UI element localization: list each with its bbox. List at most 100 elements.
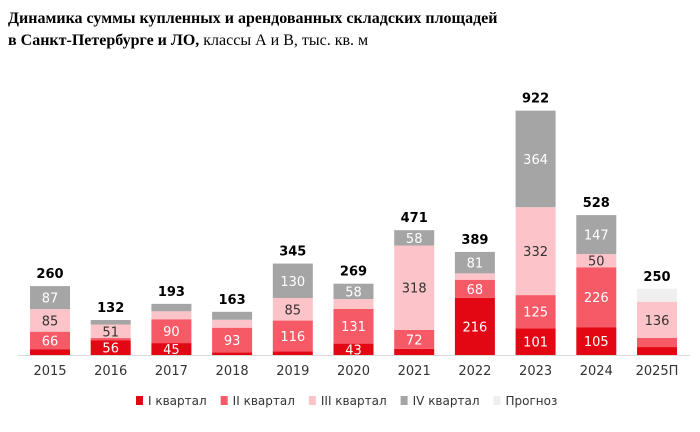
segment-label: 364 — [523, 153, 548, 168]
bar-segment — [454, 251, 495, 274]
legend-swatch — [400, 396, 408, 405]
segment-label: 105 — [584, 335, 609, 350]
legend-label: IV квартал — [413, 394, 480, 408]
x-tick-label: 2015 — [33, 364, 66, 379]
legend-swatch — [308, 396, 316, 405]
bar-segment — [454, 279, 495, 298]
legend-swatch — [493, 396, 501, 405]
x-tick-label: 2016 — [94, 364, 127, 379]
segment-label: 136 — [645, 314, 670, 329]
bar-segment — [515, 295, 556, 329]
total-label: 163 — [219, 293, 246, 308]
bar-segment — [333, 283, 374, 300]
total-label: 260 — [36, 267, 63, 282]
total-label: 471 — [401, 211, 428, 226]
bar-segment — [212, 327, 253, 353]
bar-segment — [90, 324, 131, 339]
segment-label: 87 — [42, 292, 59, 307]
chart-title: Динамика суммы купленных и арендованных … — [8, 8, 497, 52]
x-tick-label: 2018 — [216, 364, 249, 379]
segment-label: 50 — [588, 255, 605, 270]
title-line-1: Динамика суммы купленных и арендованных … — [8, 10, 498, 27]
segment-label: 51 — [102, 325, 119, 340]
total-label: 132 — [97, 301, 124, 316]
bar-segment — [90, 340, 131, 355]
legend-label: II квартал — [233, 394, 295, 408]
bar-segment — [212, 311, 253, 320]
segment-label: 131 — [341, 320, 366, 335]
x-tick-label: 2025П — [636, 364, 679, 379]
bar-segment — [515, 110, 556, 208]
bar-segment — [30, 286, 70, 310]
bar-segment — [394, 230, 435, 246]
segment-label: 72 — [406, 333, 423, 348]
segment-label: 101 — [523, 336, 548, 351]
bar-segment — [576, 267, 617, 328]
x-tick-label: 2019 — [276, 364, 309, 379]
total-label: 528 — [583, 196, 610, 211]
bar-segment — [272, 351, 313, 355]
legend-swatch — [220, 396, 228, 405]
x-tick-label: 2022 — [458, 364, 491, 379]
segment-label: 85 — [42, 314, 59, 329]
bar-segment — [30, 331, 70, 350]
x-tick-label: 2020 — [337, 364, 370, 379]
bar-segment — [151, 343, 192, 355]
title-line-2-rest: классы А и В, тыс. кв. м — [199, 32, 369, 49]
bar-segment — [637, 288, 677, 302]
bar-segment — [333, 299, 374, 309]
bar-segment — [576, 254, 617, 268]
x-tick-label: 2024 — [580, 364, 613, 379]
x-tick-label: 2017 — [155, 364, 188, 379]
legend-label: Прогноз — [506, 394, 558, 408]
bar-segment — [90, 320, 131, 325]
segment-label: 81 — [467, 257, 484, 272]
title-line-2-bold: в Санкт-Петербурге и ЛО, — [8, 32, 200, 49]
bar-segment — [90, 338, 131, 341]
segment-label: 68 — [467, 283, 484, 298]
segment-label: 147 — [584, 229, 609, 244]
segment-label: 56 — [102, 342, 119, 357]
segment-label: 58 — [406, 232, 423, 247]
total-label: 269 — [340, 265, 367, 280]
segment-label: 90 — [163, 325, 180, 340]
legend-label: I квартал — [148, 394, 207, 408]
bar-segment — [515, 328, 556, 355]
bar-segment — [333, 308, 374, 344]
bar-segment — [30, 349, 70, 355]
bar-segment — [394, 245, 435, 330]
bar-segment — [30, 309, 70, 332]
total-label: 193 — [158, 285, 185, 300]
bar-segment — [515, 207, 556, 296]
bar-segment — [454, 273, 495, 280]
bar-segment — [637, 337, 677, 348]
segment-label: 116 — [280, 330, 305, 345]
bar-segment — [212, 352, 253, 355]
bar-segment — [576, 215, 617, 255]
segment-label: 318 — [402, 282, 427, 297]
bar-segment — [454, 297, 495, 355]
segment-label: 332 — [523, 245, 548, 260]
bar-segment — [272, 320, 313, 352]
x-tick-label: 2021 — [398, 364, 431, 379]
bar-segment — [151, 303, 192, 312]
bar-segment — [576, 327, 617, 355]
total-label: 389 — [461, 233, 488, 248]
bar-segment — [333, 343, 374, 355]
bar-segment — [394, 329, 435, 349]
segment-label: 226 — [584, 291, 609, 306]
total-label: 250 — [643, 270, 670, 285]
bar-segment — [394, 348, 435, 355]
total-label: 922 — [522, 92, 549, 107]
segment-label: 125 — [523, 306, 548, 321]
bar-segment — [637, 301, 677, 338]
segment-label: 43 — [345, 343, 362, 358]
segment-label: 66 — [42, 334, 59, 349]
bar-segment — [637, 347, 677, 355]
bar-segment — [272, 298, 313, 321]
bar-segment — [151, 319, 192, 344]
total-label: 345 — [279, 245, 306, 260]
legend-swatch — [136, 396, 143, 405]
segment-label: 130 — [280, 275, 305, 290]
legend-label: III квартал — [321, 394, 387, 408]
